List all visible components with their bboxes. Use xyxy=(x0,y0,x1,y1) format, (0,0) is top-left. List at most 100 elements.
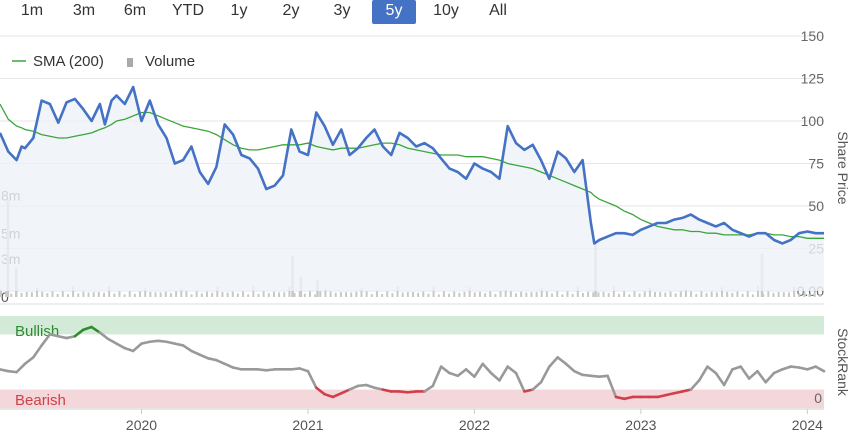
stockrank-segment xyxy=(514,371,526,393)
volume-bar xyxy=(607,293,610,297)
price-line xyxy=(0,85,824,245)
stockrank-segment xyxy=(31,344,43,359)
volume-bar xyxy=(695,293,698,297)
stockrank-segment xyxy=(423,384,435,393)
volume-bar xyxy=(339,291,342,297)
range-button-all[interactable]: All xyxy=(489,2,507,19)
x-axis-label: 2021 xyxy=(292,417,323,433)
stockrank-segment xyxy=(106,337,118,345)
stockrank-segment xyxy=(15,362,27,374)
price-tick-label: 150 xyxy=(801,28,825,44)
volume-bar xyxy=(633,291,636,297)
stockrank-segment xyxy=(56,334,68,340)
volume-bar xyxy=(525,292,528,297)
volume-bar xyxy=(128,291,131,297)
volume-bar xyxy=(690,291,693,297)
volume-bar xyxy=(478,291,481,297)
volume-bar xyxy=(545,291,548,297)
volume-bar xyxy=(267,293,270,297)
stockrank-segment xyxy=(90,325,102,334)
stockrank-segment xyxy=(464,368,476,379)
stockrank-segment xyxy=(772,368,784,375)
volume-bar xyxy=(643,291,646,297)
stockrank-segment xyxy=(489,371,501,382)
range-button-ytd[interactable]: YTD xyxy=(172,2,204,19)
stockrank-segment xyxy=(223,362,235,369)
volume-bar xyxy=(87,292,90,297)
volume-bar xyxy=(319,291,322,297)
volume-bar xyxy=(674,293,677,297)
volume-bar xyxy=(200,293,203,297)
stockrank-segment xyxy=(764,371,776,384)
stockrank-segment xyxy=(506,365,518,375)
volume-bar xyxy=(803,291,806,297)
stockrank-segment xyxy=(165,340,177,345)
volume-bar xyxy=(535,292,538,297)
volume-bar xyxy=(772,292,775,297)
range-button-1m[interactable]: 1m xyxy=(20,2,44,19)
volume-bar xyxy=(648,287,651,297)
volume-legend-swatch xyxy=(127,58,133,67)
volume-bar xyxy=(164,291,167,297)
stockrank-segment xyxy=(73,328,85,338)
stockrank-segment xyxy=(697,365,709,382)
stockrank-segment xyxy=(190,349,202,356)
stockrank-segment xyxy=(348,384,360,391)
range-button-3y[interactable]: 3y xyxy=(333,2,351,19)
stockrank-segment xyxy=(65,334,77,340)
volume-bar xyxy=(61,291,64,297)
stockrank-segment xyxy=(356,383,368,388)
volume-bar xyxy=(30,292,33,297)
volume-bar xyxy=(257,293,260,297)
volume-bar xyxy=(654,292,657,297)
stockrank-segment xyxy=(564,362,576,373)
volume-bar xyxy=(628,294,631,297)
sma-legend-label: SMA (200) xyxy=(33,53,104,70)
volume-bar xyxy=(355,291,358,297)
x-axis-label: 2023 xyxy=(625,417,656,433)
x-axis-label: 2022 xyxy=(459,417,490,433)
volume-bar xyxy=(139,291,142,297)
volume-bar xyxy=(494,293,497,297)
range-button-10y[interactable]: 10y xyxy=(433,2,459,19)
volume-bar xyxy=(20,292,23,297)
stockrank-segment xyxy=(156,339,168,344)
range-button-3m[interactable]: 3m xyxy=(72,2,96,19)
volume-bar xyxy=(463,291,466,297)
sma-line xyxy=(0,103,824,239)
stockrank-segment xyxy=(256,368,268,372)
volume-bar xyxy=(751,294,754,297)
stockrank-segment xyxy=(231,366,243,371)
volume-bar xyxy=(422,291,425,297)
stockrank-segment xyxy=(739,365,751,380)
volume-tick-label: 0 xyxy=(1,289,9,305)
price-tick-label: 50 xyxy=(808,198,824,214)
stockrank-segment xyxy=(681,388,693,393)
volume-bar xyxy=(303,293,306,297)
range-button-5y[interactable]: 5y xyxy=(372,0,416,24)
volume-bar xyxy=(499,291,502,297)
volume-bar xyxy=(72,286,75,297)
stockrank-segment xyxy=(314,386,326,396)
volume-bar xyxy=(334,292,337,297)
volume-bar xyxy=(746,291,749,297)
volume-bar xyxy=(350,292,353,297)
range-selector: 1m 3m 6m YTD 1y 2y 3y 5y 10y All xyxy=(0,0,851,26)
volume-bar xyxy=(82,291,85,297)
stockrank-segment xyxy=(581,373,593,378)
volume-bar xyxy=(46,293,49,297)
stockrank-segment xyxy=(23,356,35,366)
volume-bar xyxy=(458,292,461,297)
range-button-2y[interactable]: 2y xyxy=(282,2,300,19)
share-price-axis-title: Share Price xyxy=(835,131,851,204)
stockrank-segment xyxy=(215,358,227,366)
volume-bar xyxy=(489,291,492,297)
stockrank-segment xyxy=(7,369,18,374)
volume-bar xyxy=(618,293,620,297)
bullish-label: Bullish xyxy=(15,323,59,340)
volume-bar xyxy=(41,291,44,297)
range-button-1y[interactable]: 1y xyxy=(230,2,248,19)
range-button-6m[interactable]: 6m xyxy=(123,2,147,19)
volume-bar xyxy=(741,293,744,297)
volume-bar xyxy=(556,291,559,297)
